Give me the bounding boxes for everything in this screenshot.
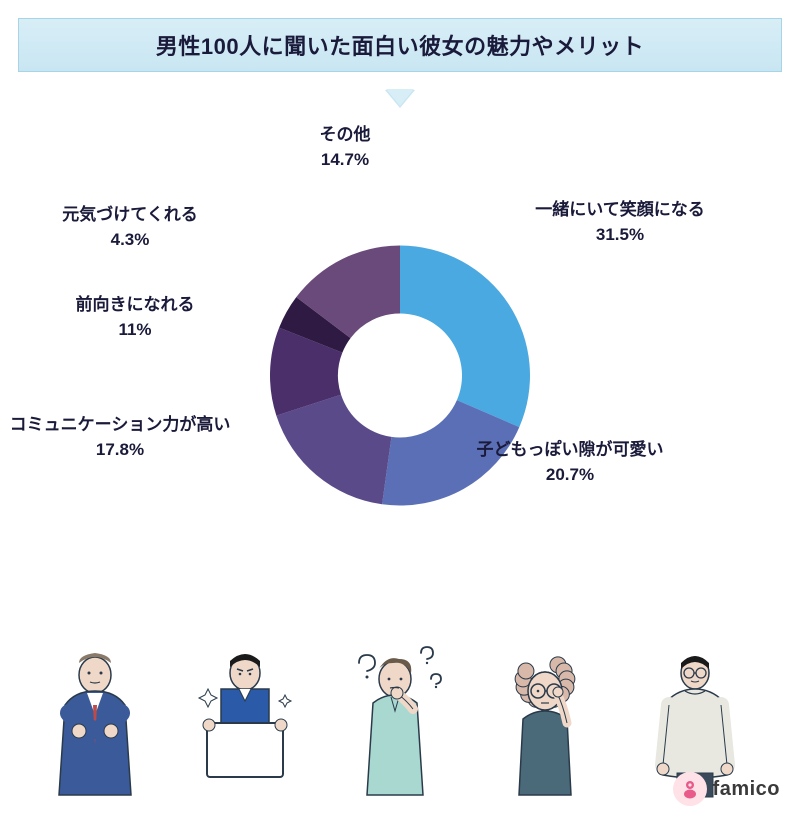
logo-mark-icon <box>673 772 707 806</box>
slice-label-text: 一緒にいて笑顔になる <box>535 198 705 223</box>
slice-label-text: 前向きになれる <box>76 293 195 318</box>
slice-label-percent: 20.7% <box>477 463 664 488</box>
slice-label: 一緒にいて笑顔になる31.5% <box>535 198 705 247</box>
donut-slice <box>276 395 391 505</box>
slice-label-percent: 31.5% <box>535 223 705 248</box>
title-pointer <box>385 90 415 108</box>
slice-label-text: コミュニケーション力が高い <box>10 413 231 438</box>
slice-label: その他14.7% <box>320 123 371 172</box>
slice-label: コミュニケーション力が高い17.8% <box>10 413 231 462</box>
slice-label-text: その他 <box>320 123 371 148</box>
slice-label: 前向きになれる11% <box>76 293 195 342</box>
logo-text: famico <box>713 778 780 801</box>
businessman-suit-icon <box>35 645 155 800</box>
slice-label-percent: 14.7% <box>320 148 371 173</box>
slice-label-text: 子どもっぽい隙が可愛い <box>477 438 664 463</box>
slice-label: 子どもっぽい隙が可愛い20.7% <box>477 438 664 487</box>
slice-label-percent: 4.3% <box>62 228 198 253</box>
glasses-person-icon <box>485 645 605 800</box>
thinking-man-icon <box>335 645 455 800</box>
page-title: 男性100人に聞いた面白い彼女の魅力やメリット <box>156 29 644 61</box>
slice-label-text: 元気づけてくれる <box>62 203 198 228</box>
brand-logo: famico <box>673 772 780 806</box>
slice-label-percent: 17.8% <box>10 438 231 463</box>
man-holding-board-icon <box>185 645 305 800</box>
donut-slice <box>400 246 530 428</box>
chart-area: 一緒にいて笑顔になる31.5% 子どもっぽい隙が可愛い20.7% コミュニケーション… <box>0 138 800 618</box>
slice-label: 元気づけてくれる4.3% <box>62 203 198 252</box>
slice-label-percent: 11% <box>76 318 195 343</box>
title-bar: 男性100人に聞いた面白い彼女の魅力やメリット <box>18 18 782 72</box>
